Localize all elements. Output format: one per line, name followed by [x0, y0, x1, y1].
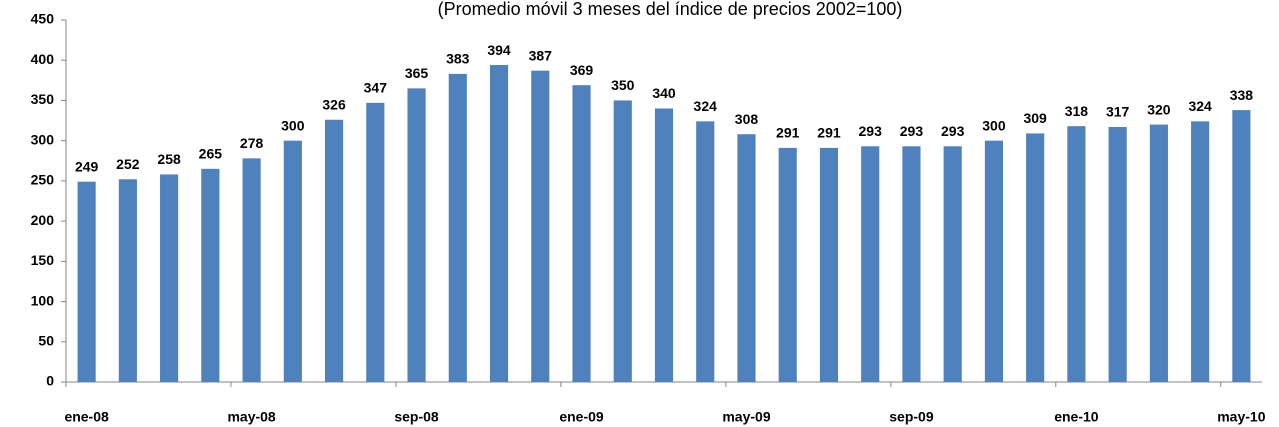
bar	[201, 168, 220, 382]
bar	[77, 181, 96, 382]
bar	[531, 70, 550, 383]
value-label: 340	[652, 85, 676, 101]
value-label: 326	[322, 96, 346, 112]
value-label: 249	[75, 158, 99, 174]
x-tick-label: sep-09	[889, 409, 934, 425]
y-tick-label: 300	[31, 131, 55, 147]
bar	[448, 73, 467, 383]
bar	[324, 119, 344, 383]
y-tick-label: 450	[31, 11, 55, 27]
bar	[242, 158, 261, 382]
bar	[819, 147, 839, 382]
value-label: 265	[199, 146, 223, 162]
value-label: 369	[570, 62, 594, 78]
x-tick-label: ene-09	[559, 409, 604, 425]
bar	[902, 146, 921, 382]
value-label: 318	[1065, 103, 1089, 119]
value-label: 338	[1230, 87, 1254, 103]
value-label: 387	[529, 47, 553, 63]
x-tick-label: sep-08	[394, 409, 439, 425]
chart-title: (Promedio móvil 3 meses del índice de pr…	[438, 0, 903, 19]
bar	[984, 140, 1004, 382]
value-label: 300	[281, 117, 305, 133]
value-label: 324	[694, 98, 718, 114]
value-label: 309	[1023, 110, 1047, 126]
bar	[489, 65, 509, 382]
y-tick-label: 250	[31, 172, 55, 188]
y-tick-label: 0	[46, 373, 54, 389]
x-tick-label: may-08	[227, 409, 275, 425]
bar	[1067, 126, 1086, 382]
value-label: 324	[1188, 98, 1212, 114]
bar	[366, 102, 385, 382]
x-tick-label: may-09	[722, 409, 770, 425]
bar	[407, 88, 426, 382]
bar	[283, 140, 302, 382]
y-tick-label: 100	[31, 292, 55, 308]
x-tick-label: may-10	[1217, 409, 1265, 425]
value-label: 317	[1106, 104, 1130, 120]
value-label: 252	[116, 156, 140, 172]
value-label: 293	[941, 123, 965, 139]
y-tick-label: 50	[38, 332, 54, 348]
bar	[1191, 121, 1210, 383]
value-label: 291	[776, 125, 800, 141]
y-tick-label: 400	[31, 51, 55, 67]
value-label: 320	[1147, 101, 1171, 117]
bar	[778, 147, 797, 382]
value-label: 350	[611, 77, 635, 93]
bar	[160, 174, 179, 382]
bar	[572, 85, 591, 382]
bar	[1026, 133, 1045, 382]
value-label: 308	[735, 111, 759, 127]
value-label: 258	[157, 151, 181, 167]
value-label: 347	[364, 80, 388, 96]
bar	[943, 146, 962, 382]
bar	[861, 146, 880, 382]
bar	[737, 134, 756, 382]
y-tick-label: 200	[31, 212, 55, 228]
y-tick-label: 150	[31, 252, 55, 268]
y-tick-label: 350	[31, 91, 55, 107]
x-tick-label: ene-10	[1054, 409, 1099, 425]
value-label: 293	[900, 123, 924, 139]
value-label: 383	[446, 51, 470, 67]
value-label: 293	[859, 123, 883, 139]
value-label: 278	[240, 135, 264, 151]
x-tick-label: ene-08	[64, 409, 109, 425]
bar	[613, 100, 632, 382]
bar	[1149, 124, 1168, 383]
bar	[696, 121, 715, 383]
bar	[118, 179, 137, 382]
bar	[1232, 110, 1251, 382]
value-label: 300	[982, 117, 1006, 133]
bar	[1108, 126, 1127, 382]
bar	[654, 108, 674, 382]
value-label: 394	[487, 42, 511, 58]
value-label: 291	[817, 125, 841, 141]
value-label: 365	[405, 65, 429, 81]
